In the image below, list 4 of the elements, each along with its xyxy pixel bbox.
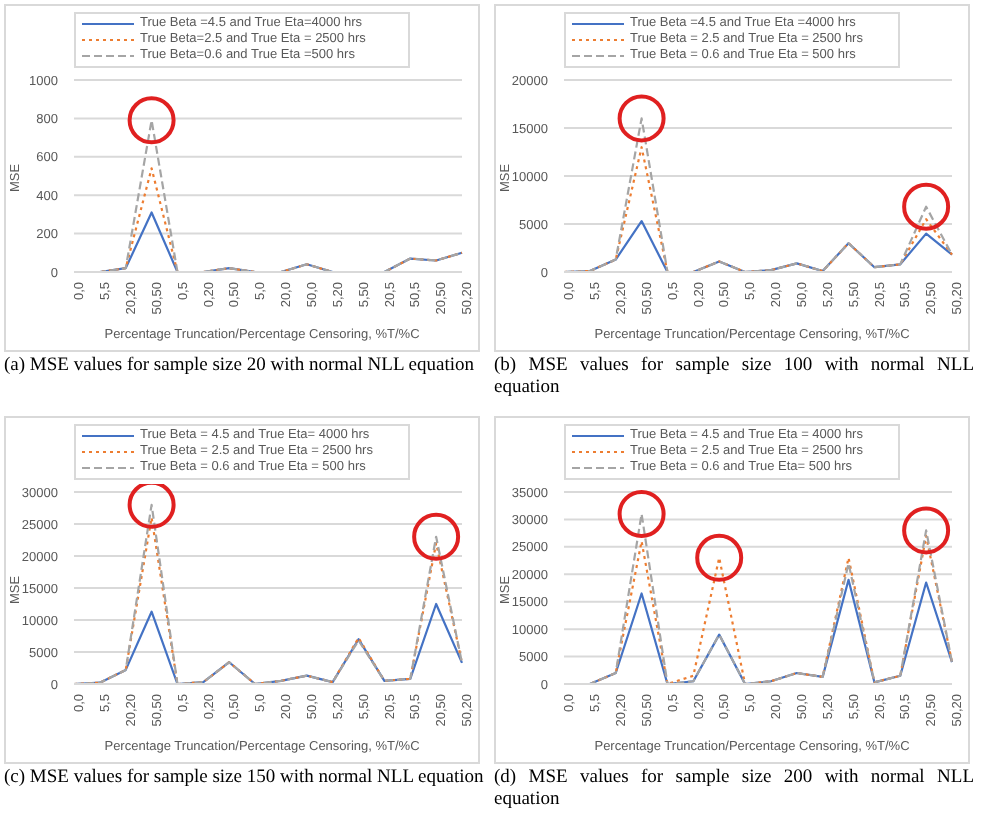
text: (c) MSE values for sample size 150 with normal NLL equation bbox=[4, 768, 484, 790]
text: (d) MSE values for sample size 200 with normal NLL equation bbox=[494, 768, 974, 812]
text: (a) MSE values for sample size 20 with normal NLL equation bbox=[4, 356, 476, 378]
text: (b) MSE values for sample size 100 with normal NLL equation bbox=[494, 356, 974, 400]
